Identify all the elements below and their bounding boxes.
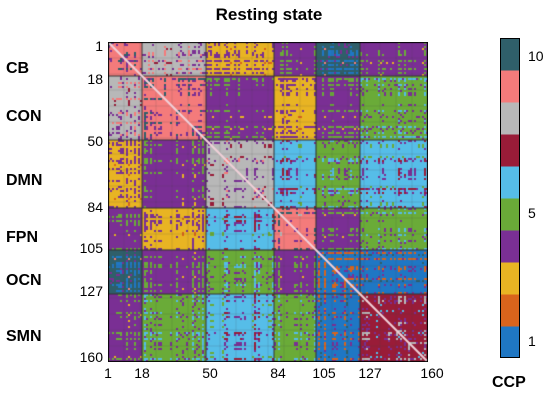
network-label-cb: CB (6, 60, 30, 77)
x-tick-label: 105 (312, 365, 336, 381)
heatmap-matrix (108, 42, 428, 362)
chart-title: Resting state (215, 5, 323, 24)
x-tick-label: 1 (104, 365, 112, 381)
colorbar-segment (500, 166, 520, 199)
network-label-dmn: DMN (6, 172, 43, 189)
colorbar-segment (500, 262, 520, 295)
y-tick-label: 127 (79, 283, 103, 299)
colorbar-tick-label: 5 (528, 205, 536, 221)
colorbar-tick-label: 1 (528, 333, 536, 349)
x-tick-label: 50 (202, 365, 218, 381)
y-tick-label: 50 (87, 133, 103, 149)
x-tick-label: 18 (134, 365, 150, 381)
y-tick-label: 84 (87, 199, 103, 215)
y-tick-label: 18 (87, 71, 103, 87)
network-label-con: CON (6, 108, 42, 125)
colorbar-segment (500, 38, 520, 71)
x-tick-label: 160 (420, 365, 444, 381)
y-tick-label: 105 (79, 240, 103, 256)
colorbar-segment (500, 230, 520, 263)
y-tick-label: 1 (95, 38, 103, 54)
colorbar-segment (500, 198, 520, 231)
network-label-fpn: FPN (6, 229, 38, 246)
colorbar-tick-label: 10 (528, 48, 544, 64)
network-label-ocn: OCN (6, 272, 42, 289)
colorbar-segment (500, 134, 520, 167)
y-tick-label: 160 (79, 349, 103, 365)
colorbar-segment (500, 70, 520, 103)
colorbar-segment (500, 102, 520, 135)
colorbar-frame (500, 38, 520, 358)
colorbar-segment (500, 294, 520, 327)
colorbar (500, 38, 520, 358)
colorbar-label: CCP (492, 374, 526, 391)
x-tick-label: 127 (358, 365, 382, 381)
network-label-smn: SMN (6, 328, 42, 345)
colorbar-segment (500, 326, 520, 358)
x-tick-label: 84 (270, 365, 286, 381)
